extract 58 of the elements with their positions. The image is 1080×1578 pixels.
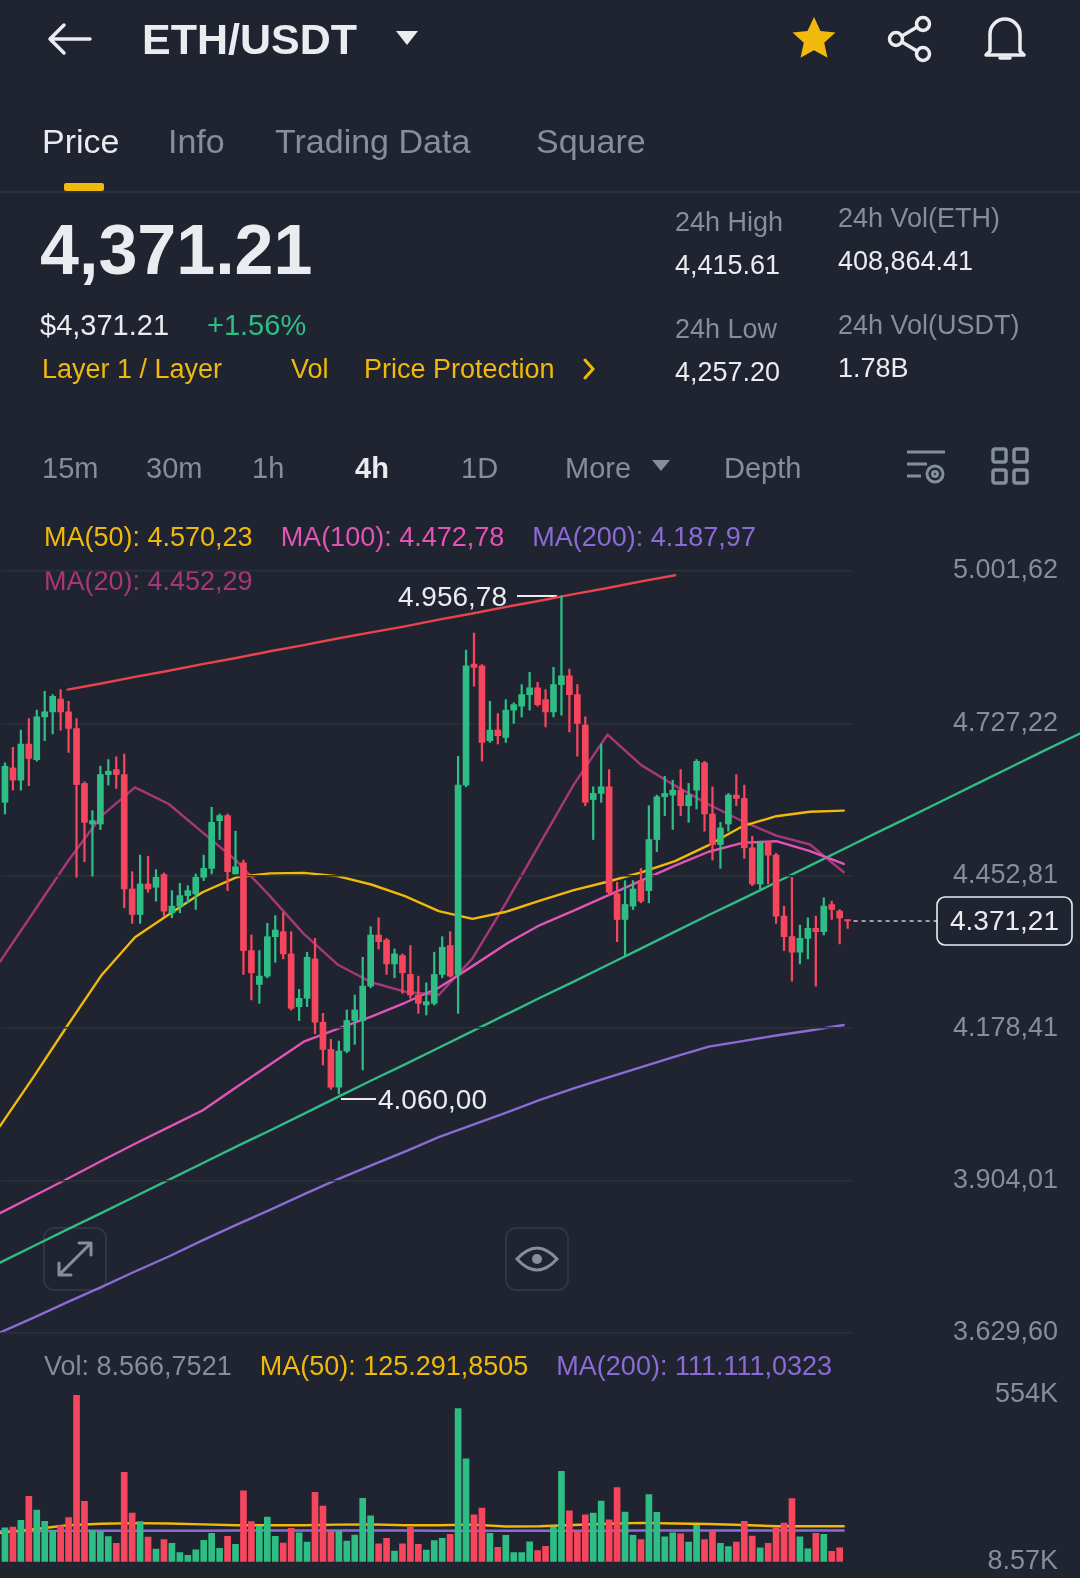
text: Layer 1 / Layer: [42, 353, 223, 384]
candlestick: [216, 813, 223, 840]
bar: [645, 1494, 653, 1562]
annotation: 4.060,00: [378, 1084, 487, 1115]
text: Vol: [291, 353, 329, 384]
text: 24h High: [675, 206, 784, 237]
bar: [677, 1533, 685, 1562]
text: Trading Data: [275, 122, 471, 160]
y-tick-label: 3.629,60: [952, 1316, 1058, 1347]
candlestick: [844, 919, 851, 929]
text: 24h Vol(USDT): [838, 309, 1020, 340]
chart-title: ETH/USDT: [142, 14, 357, 63]
y-tick-label: 4.727,22: [952, 706, 1058, 737]
text: Price Protection: [364, 353, 555, 384]
text: MA(20): 4.452,29: [44, 566, 253, 596]
text: 24h Low: [675, 313, 778, 344]
y-tick-label: 4.178,41: [952, 1011, 1058, 1042]
text: Vol: 8.566,7521: [44, 1351, 232, 1381]
bar: [232, 1543, 239, 1562]
text: Info: [168, 122, 225, 160]
ref-line-label: 4.371,21: [950, 904, 1059, 936]
text: 1.78B: [838, 352, 909, 383]
bar: [756, 1547, 764, 1562]
bar: [454, 1408, 462, 1562]
bar: [613, 1487, 621, 1562]
text: 4,371.21: [40, 211, 313, 289]
y-tick-label: 3.904,01: [952, 1163, 1058, 1194]
text: 4,257.20: [675, 356, 781, 387]
text: 1D: [461, 451, 499, 484]
y-tick-label: 554K: [994, 1378, 1058, 1409]
text: 4h: [355, 451, 389, 484]
text: $4,371.21: [40, 308, 170, 341]
bar: [391, 1550, 398, 1562]
y-tick-label: 4.452,81: [952, 859, 1058, 890]
y-tick-label: 8.57K: [987, 1545, 1058, 1576]
text: 30m: [146, 451, 203, 484]
bar: [224, 1535, 231, 1562]
text: 15m: [42, 451, 99, 484]
y-tick-label: 5.001,62: [952, 554, 1058, 585]
bar: [812, 1532, 820, 1562]
text: MA(200): 4.187,97: [532, 522, 756, 552]
text: Square: [536, 122, 646, 160]
bar: [25, 1495, 33, 1562]
text: 24h Vol(ETH): [838, 202, 1001, 233]
bar: [820, 1534, 828, 1562]
annotation: 4.956,78: [398, 581, 507, 612]
text: MA(200): 111.111,0323: [556, 1351, 833, 1381]
text: 408,864.41: [838, 245, 974, 276]
text: More: [565, 451, 632, 484]
text: MA(50): 4.570,23: [44, 522, 253, 552]
text: Price: [42, 122, 120, 160]
text: 1h: [252, 451, 285, 484]
text: +1.56%: [207, 308, 307, 341]
text: Depth: [724, 451, 802, 484]
text: MA(100): 4.472,78: [280, 522, 505, 552]
text: 4,415.61: [675, 249, 781, 280]
text: MA(50): 125.291,8505: [259, 1351, 529, 1381]
candlestick: [232, 830, 239, 875]
